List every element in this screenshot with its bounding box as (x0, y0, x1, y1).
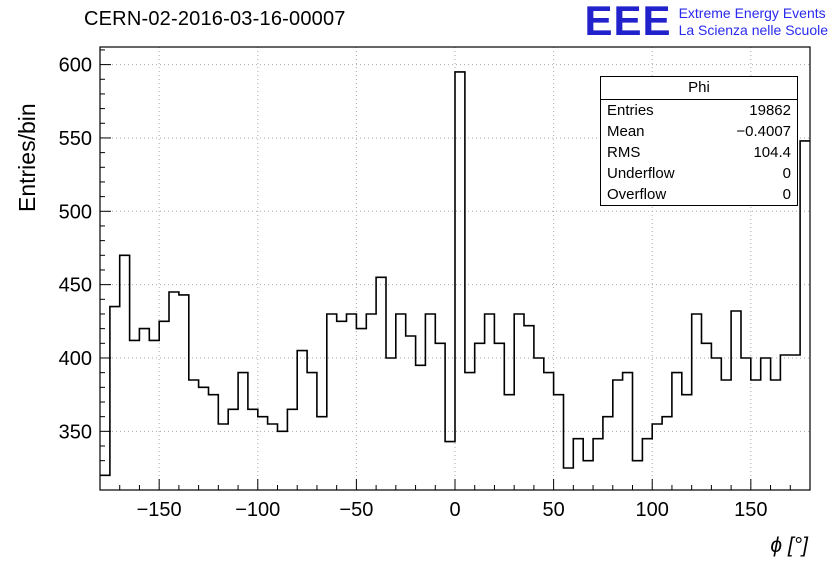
y-tick-label: 400 (59, 348, 92, 370)
stats-label: Overflow (607, 186, 667, 203)
y-tick-label: 600 (59, 55, 92, 77)
histogram-line (100, 71, 810, 477)
eee-logo-acronym: EEE (584, 0, 672, 44)
stats-label: Entries (607, 102, 654, 119)
y-tick-label: 500 (59, 201, 92, 223)
x-tick-label: 100 (636, 499, 669, 521)
y-tick-label: 550 (59, 128, 92, 150)
stats-row-underflow: Underflow 0 (601, 163, 797, 184)
x-tick-label: −100 (235, 499, 280, 521)
y-axis-label: Entries/bin (14, 103, 40, 212)
stats-box-title: Phi (601, 77, 797, 100)
stats-label: Underflow (607, 165, 675, 182)
x-tick-label: 0 (449, 499, 460, 521)
eee-logo-text: Extreme Energy Events La Scienza nelle S… (679, 3, 828, 39)
x-tick-label: −150 (137, 499, 182, 521)
stats-row-mean: Mean −0.4007 (601, 121, 797, 142)
stats-row-entries: Entries 19862 (601, 100, 797, 121)
stats-label: RMS (607, 144, 641, 161)
eee-logo-line1: Extreme Energy Events (678, 5, 826, 21)
stats-value: −0.4007 (736, 123, 791, 140)
stats-value: 0 (782, 186, 791, 203)
x-tick-label: 50 (542, 499, 564, 521)
stats-box: Phi Entries 19862 Mean −0.4007 RMS 104.4… (600, 76, 798, 206)
y-tick-label: 350 (59, 421, 92, 443)
eee-logo: EEE Extreme Energy Events La Scienza nel… (584, 0, 828, 44)
y-tick-label: 450 (59, 275, 92, 297)
stats-row-rms: RMS 104.4 (601, 142, 797, 163)
x-tick-label: −50 (339, 499, 373, 521)
stats-value: 19862 (749, 102, 791, 119)
x-axis-label: ϕ [°] (770, 534, 808, 557)
page-title: CERN-02-2016-03-16-00007 (84, 8, 346, 30)
x-tick-label: 150 (734, 499, 767, 521)
stats-row-overflow: Overflow 0 (601, 184, 797, 205)
stats-label: Mean (607, 123, 645, 140)
eee-logo-line2: La Scienza nelle Scuole (678, 22, 828, 38)
stats-value: 104.4 (753, 144, 791, 161)
stats-value: 0 (782, 165, 791, 182)
